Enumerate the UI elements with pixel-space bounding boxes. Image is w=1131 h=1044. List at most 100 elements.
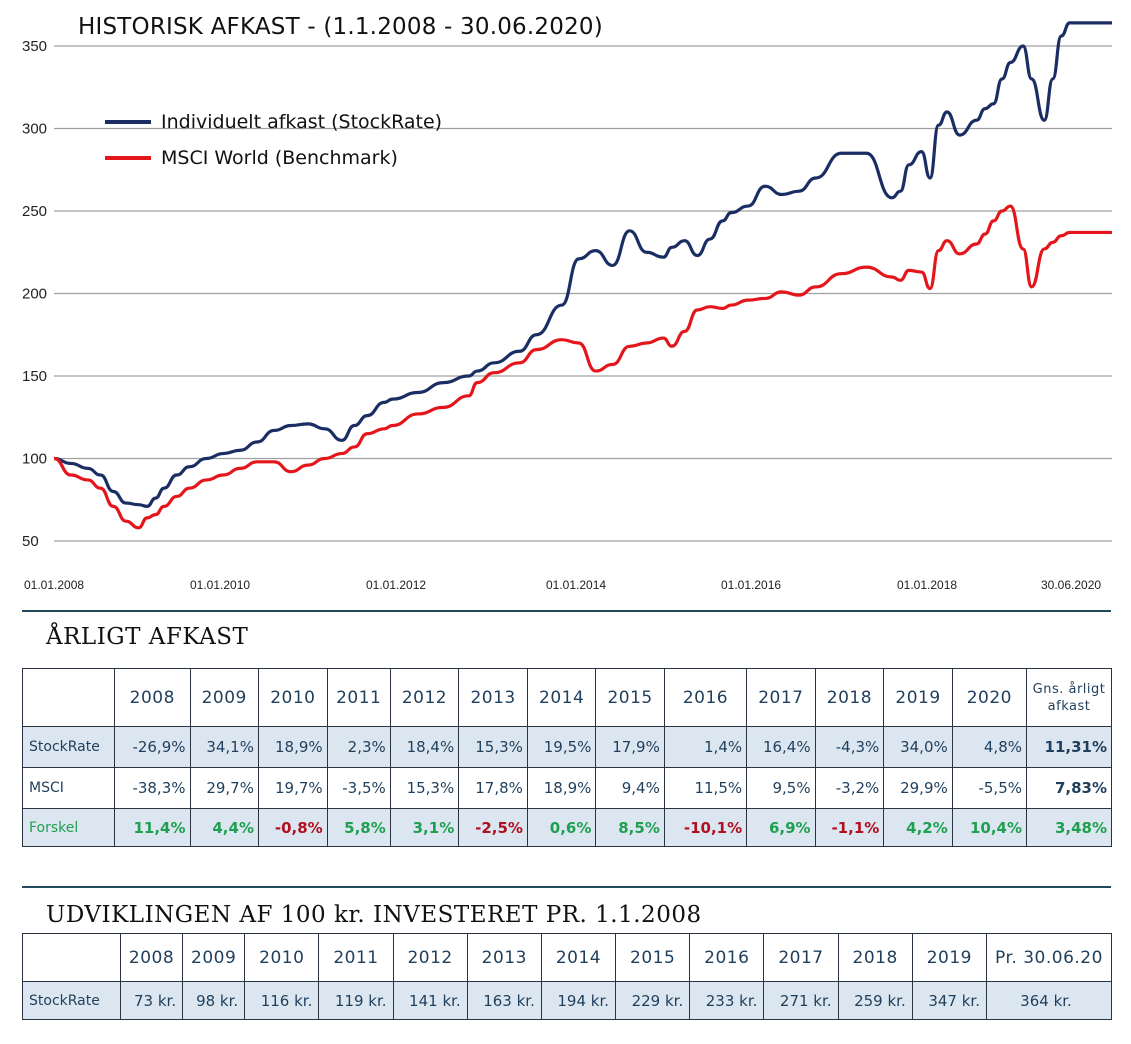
header-cell: 2011 [318,933,394,982]
header-cell: 2013 [458,668,528,727]
header-cell: 2020 [951,668,1028,727]
value-cell: 163 kr. [466,981,542,1020]
growth-section-title: UDVIKLINGEN AF 100 kr. INVESTERET PR. 1.… [46,902,702,928]
value-cell: 17,9% [595,726,665,768]
chart-area: 350 300 250 200 150 100 50 01.01.2008 01.01.2010… [22,14,1112,592]
header-cell: 2008 [119,933,184,982]
header-cell: 2011 [326,668,391,727]
x-tick-label: 30.06.2020 [1041,578,1101,592]
header-cell: 2014 [540,933,617,982]
value-cell: 233 kr. [689,981,765,1020]
row-label: MSCI [22,767,115,809]
x-tick-label: 01.01.2008 [24,578,84,592]
annual-section-title: ÅRLIGT AFKAST [46,624,249,650]
value-cell: 18,4% [389,726,460,768]
x-tick-label: 01.01.2016 [721,578,781,592]
value-cell: -4,3% [814,726,885,768]
header-cell: 2012 [392,933,468,982]
x-tick-label: 01.01.2010 [190,578,250,592]
header-cell: 2019 [883,668,953,727]
header-cell: 2010 [257,668,328,727]
header-cell-empty [22,668,115,727]
diff-cell: -2,5% [458,808,528,847]
y-tick-label: 300 [22,121,47,138]
y-tick-label: 150 [22,368,47,385]
diff-cell: 4,2% [883,808,953,847]
header-cell: 2010 [244,933,320,982]
value-cell: -3,5% [326,767,391,809]
diff-cell: 11,4% [114,808,191,847]
header-cell: 2009 [189,668,259,727]
line-chart: 350 300 250 200 150 100 50 01.01.2008 01.01.2010… [22,21,1112,592]
value-cell: 364 kr. [986,981,1112,1020]
value-cell: 194 kr. [540,981,617,1020]
value-cell: 271 kr. [763,981,839,1020]
value-cell: 141 kr. [392,981,468,1020]
header-cell-average: Gns. årligt afkast [1026,668,1112,727]
header-cell: 2015 [595,668,665,727]
legend-item-stockrate: Individuelt afkast (StockRate) [105,104,442,140]
average-header-line2: afkast [1047,698,1091,714]
row-label: StockRate [22,726,115,768]
y-tick-label: 250 [22,203,47,220]
value-cell: -26,9% [114,726,191,768]
diff-cell: 3,1% [389,808,460,847]
y-tick-label: 100 [22,451,47,468]
annual-returns-table: 2008 2009 2010 2011 2012 2013 2014 2015 … [22,668,1112,847]
header-cell: 2018 [837,933,913,982]
diff-cell: 5,8% [326,808,391,847]
average-cell: 7,83% [1026,767,1112,809]
value-cell: 347 kr. [911,981,988,1020]
value-cell: 19,5% [526,726,597,768]
header-cell: 2013 [466,933,542,982]
value-cell: 119 kr. [318,981,394,1020]
chart-title: HISTORISK AFKAST - (1.1.2008 - 30.06.202… [78,14,603,40]
value-cell: 18,9% [526,767,597,809]
diff-cell: 0,6% [526,808,597,847]
divider-2 [22,886,1111,888]
value-cell: 15,3% [389,767,460,809]
x-tick-label: 01.01.2014 [546,578,606,592]
diff-cell: 4,4% [189,808,259,847]
legend-swatch-msci [105,156,151,160]
value-cell: -5,5% [951,767,1028,809]
header-cell: 2012 [389,668,460,727]
row-label: StockRate [22,981,121,1020]
chart-legend: Individuelt afkast (StockRate) MSCI Worl… [105,104,442,176]
value-cell: 98 kr. [182,981,246,1020]
header-cell: 2009 [182,933,246,982]
legend-item-msci: MSCI World (Benchmark) [105,140,442,176]
header-cell: 2018 [814,668,885,727]
value-cell: 16,4% [746,726,816,768]
value-cell: 9,4% [595,767,665,809]
value-cell: 2,3% [326,726,391,768]
average-header-line1: Gns. årligt [1032,681,1106,697]
table-row-msci: MSCI -38,3% 29,7% 19,7% -3,5% 15,3% 17,8… [22,767,1112,809]
table-row-stockrate: StockRate -26,9% 34,1% 18,9% 2,3% 18,4% … [22,726,1112,768]
x-tick-label: 01.01.2018 [897,578,957,592]
value-cell: 1,4% [663,726,748,768]
diff-cell: -0,8% [257,808,328,847]
legend-swatch-stockrate [105,120,151,124]
legend-label-msci: MSCI World (Benchmark) [161,147,398,169]
average-cell: 3,48% [1026,808,1112,847]
diff-cell: -1,1% [814,808,885,847]
series-line-stockrate [53,21,1112,508]
value-cell: 34,1% [189,726,259,768]
diff-cell: 10,4% [951,808,1028,847]
annual-header-row: 2008 2009 2010 2011 2012 2013 2014 2015 … [22,668,1112,727]
growth-header-row: 2008 2009 2010 2011 2012 2013 2014 2015 … [22,933,1112,982]
value-cell: 29,9% [883,767,953,809]
value-cell: 259 kr. [837,981,913,1020]
header-cell: 2017 [746,668,816,727]
legend-label-stockrate: Individuelt afkast (StockRate) [161,111,443,133]
header-cell: 2016 [689,933,765,982]
value-cell: 18,9% [257,726,328,768]
table-row-stockrate-growth: StockRate 73 kr. 98 kr. 116 kr. 119 kr. … [22,981,1112,1020]
header-cell: 2019 [911,933,988,982]
header-cell: Pr. 30.06.20 [986,933,1112,982]
value-cell: -38,3% [114,767,191,809]
value-cell: 17,8% [458,767,528,809]
table-row-forskel: Forskel 11,4% 4,4% -0,8% 5,8% 3,1% -2,5%… [22,808,1112,847]
value-cell: 9,5% [746,767,816,809]
